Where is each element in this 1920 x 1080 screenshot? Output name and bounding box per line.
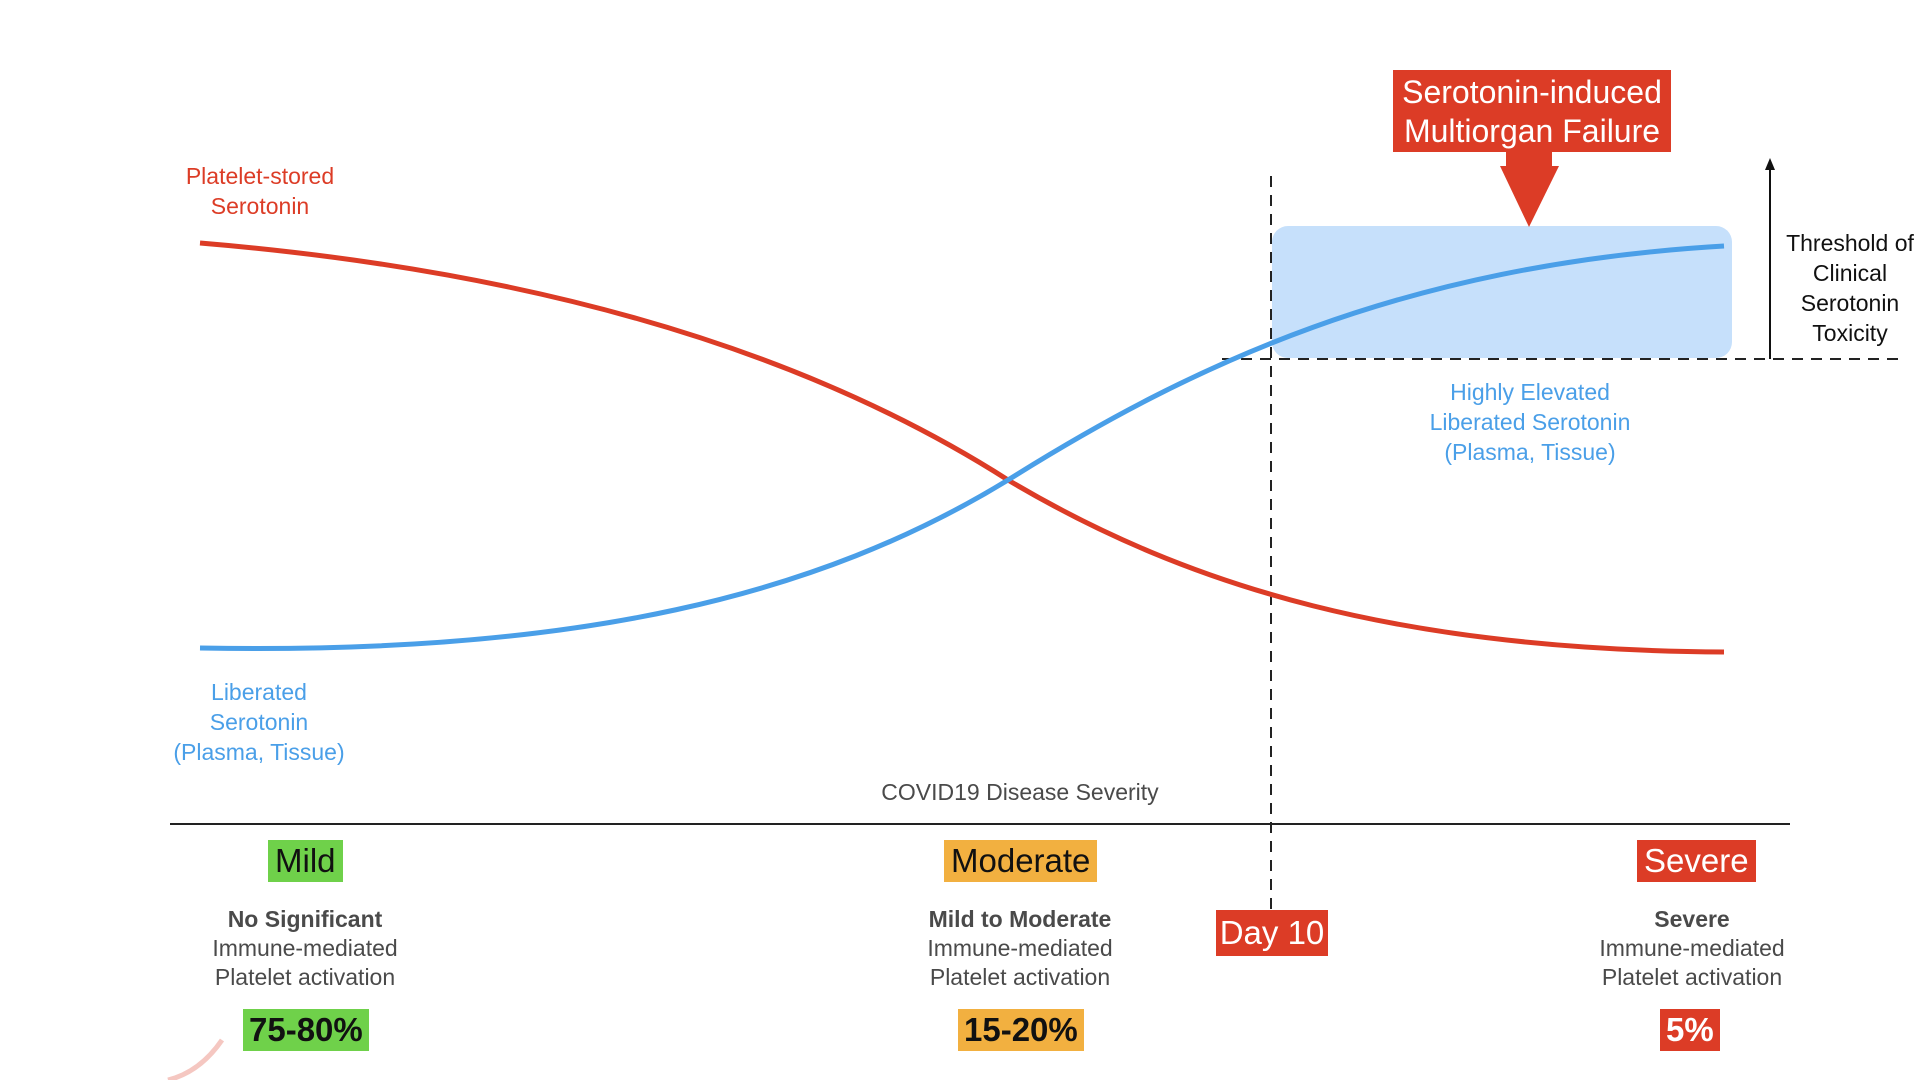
multiorgan-failure-callout: Serotonin-induced Multiorgan Failure [1393,70,1671,152]
liberated-line-3: (Plasma, Tissue) [173,738,345,765]
severity-tag-mild: Mild [268,840,343,882]
severity-tag-moderate: Moderate [944,840,1098,882]
platelet-stored-label: Platelet-stored Serotonin [160,162,360,222]
threshold-arrowhead [1765,158,1775,170]
callout-line-2: Multiorgan Failure [1403,113,1661,150]
severity-desc-moderate: Mild to Moderate Immune-mediated Platele… [890,905,1150,993]
severity-desc-mild-line-1: Immune-mediated [212,935,398,962]
highly-elevated-line-1: Highly Elevated [1450,379,1610,405]
liberated-curve [199,243,1725,652]
percent-moderate: 15-20% [958,1009,1084,1051]
severity-desc-mild-line-2: Platelet activation [214,964,396,991]
axis-label: COVID19 Disease Severity [881,779,1159,805]
percent-mild: 75-80% [243,1009,369,1051]
platelet-stored-line-1: Platelet-stored [185,163,335,189]
highly-elevated-line-2: Liberated Serotonin [1429,408,1631,435]
severity-desc-moderate-bold: Mild to Moderate [928,906,1112,932]
platelet-stored-line-2: Serotonin [210,192,310,219]
threshold-line-3: Serotonin [1800,289,1900,316]
severity-desc-moderate-line-2: Platelet activation [929,964,1111,991]
liberated-line-1: Liberated [211,679,307,705]
threshold-line-4: Toxicity [1812,319,1888,346]
highly-elevated-line-3: (Plasma, Tissue) [1444,438,1616,465]
toxicity-zone [1272,226,1732,358]
severity-desc-severe-bold: Severe [1654,906,1730,932]
threshold-line-2: Clinical [1812,259,1888,286]
decorative-arc [167,1038,225,1080]
callout-line-1: Serotonin-induced [1402,74,1662,110]
severity-desc-severe-line-1: Immune-mediated [1599,935,1785,962]
percent-severe: 5% [1660,1009,1720,1051]
severity-desc-moderate-line-1: Immune-mediated [927,935,1113,962]
threshold-label: Threshold of Clinical Serotonin Toxicity [1778,229,1920,349]
callout-arrow-head [1500,166,1559,227]
threshold-line-1: Threshold of [1786,230,1914,256]
highly-elevated-label: Highly Elevated Liberated Serotonin (Pla… [1380,378,1680,468]
severity-desc-severe-line-2: Platelet activation [1601,964,1783,991]
severity-desc-mild-bold: No Significant [227,906,383,932]
severity-desc-severe: Severe Immune-mediated Platelet activati… [1562,905,1822,993]
severity-desc-mild: No Significant Immune-mediated Platelet … [175,905,435,993]
liberated-label: Liberated Serotonin (Plasma, Tissue) [150,678,368,768]
severity-tag-severe: Severe [1637,840,1756,882]
day10-badge: Day 10 [1216,910,1328,956]
liberated-line-2: Serotonin [209,708,309,735]
